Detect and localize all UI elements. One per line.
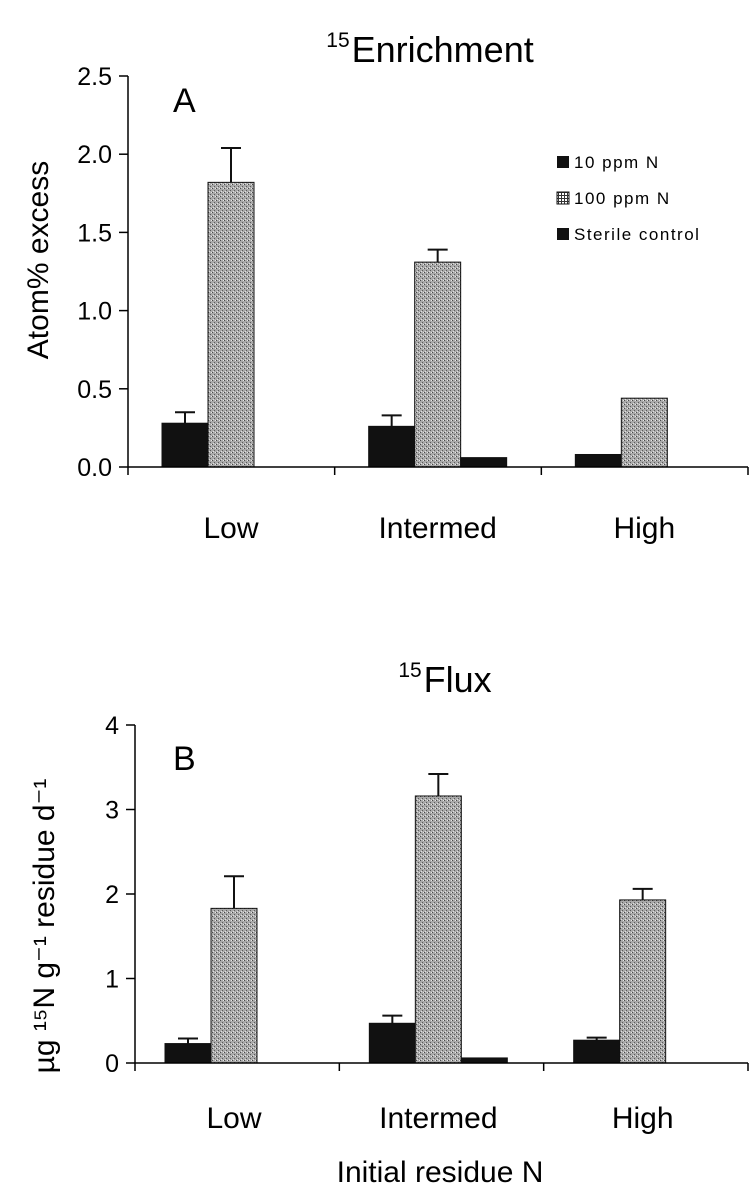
chart-a-y-tick-label: 1.5	[77, 219, 112, 247]
chart-b-bar-series0-low	[164, 1043, 212, 1064]
chart-a-legend: 10 ppm N 100 ppm N Sterile control	[556, 153, 700, 244]
chart-a-title-superscript: 15	[326, 29, 349, 52]
chart-a-y-tick-label: 0.5	[77, 376, 112, 404]
chart-b-title-superscript: 15	[398, 659, 421, 682]
chart-b-y-tick-label: 4	[105, 712, 119, 740]
chart-a-x-tick-label-intermed: Intermed	[378, 512, 496, 545]
chart-a-y-tick-label: 2.5	[77, 63, 112, 91]
chart-a-bar-series1-low	[207, 181, 255, 468]
chart-a-bar-series0-low	[161, 422, 209, 468]
chart-a-plot-area: 0.0 0.5 1.0 1.5 2.0 2.5 Low Intermed High	[77, 63, 749, 545]
chart-panel-a: 15Enrichment A Atom% excess 0.0 0.5 1.0 1.5…	[22, 29, 749, 545]
chart-b-x-axis-label: Initial residue N	[337, 1156, 544, 1189]
chart-b-bar-series2-intermed	[460, 1057, 508, 1064]
chart-b-x-tick-label-high: High	[612, 1102, 674, 1135]
chart-b-bar-series1-high	[619, 899, 667, 1064]
chart-a-x-tick-label-low: Low	[203, 512, 258, 545]
chart-a-bar-series0-intermed	[368, 425, 416, 468]
chart-a-x-tick-label-high: High	[613, 512, 675, 545]
chart-a-title: 15Enrichment	[326, 29, 533, 70]
legend-swatch-100ppm	[556, 191, 570, 205]
legend-swatch-sterile	[557, 228, 569, 240]
chart-a-bar-series2-intermed	[460, 457, 508, 468]
legend-label-sterile: Sterile control	[574, 225, 700, 244]
chart-b-bar-series0-intermed	[368, 1022, 416, 1064]
chart-a-bar-series1-intermed	[414, 261, 462, 468]
chart-b-y-tick-label: 0	[105, 1050, 119, 1078]
chart-b-y-axis-label: µg ¹⁵N g⁻¹ residue d⁻¹	[28, 779, 61, 1074]
chart-b-panel-label: B	[173, 740, 196, 778]
chart-b-bar-series0-high	[573, 1039, 621, 1064]
legend-swatch-10ppm	[557, 156, 569, 168]
chart-a-panel-label: A	[173, 82, 196, 120]
chart-a-title-text: Enrichment	[352, 29, 534, 70]
chart-a-y-tick-label: 2.0	[77, 141, 112, 169]
chart-a-bar-series1-high	[620, 397, 668, 468]
chart-b-plot-area: 0 1 2 3 4 Low Intermed High	[105, 712, 749, 1135]
legend-label-100ppm: 100 ppm N	[574, 189, 671, 208]
chart-a-y-tick-label: 1.0	[77, 298, 112, 326]
chart-b-title-text: Flux	[424, 659, 492, 700]
chart-b-title: 15Flux	[398, 659, 491, 700]
chart-b-y-tick-label: 1	[105, 966, 119, 994]
chart-a-y-axis-label: Atom% excess	[22, 161, 55, 359]
chart-a-bar-series0-high	[574, 453, 622, 468]
chart-b-bar-series1-low	[210, 907, 258, 1064]
chart-b-y-tick-label: 3	[105, 797, 119, 825]
chart-b-y-tick-label: 2	[105, 881, 119, 909]
chart-b-x-tick-label-intermed: Intermed	[379, 1102, 497, 1135]
chart-panel-b: 15Flux B µg ¹⁵N g⁻¹ residue d⁻¹ 0 1 2 3 4 Low…	[28, 659, 749, 1189]
chart-b-x-tick-label-low: Low	[206, 1102, 261, 1135]
legend-label-10ppm: 10 ppm N	[574, 153, 660, 172]
chart-a-y-tick-label: 0.0	[77, 454, 112, 482]
chart-b-bar-series1-intermed	[414, 795, 462, 1064]
